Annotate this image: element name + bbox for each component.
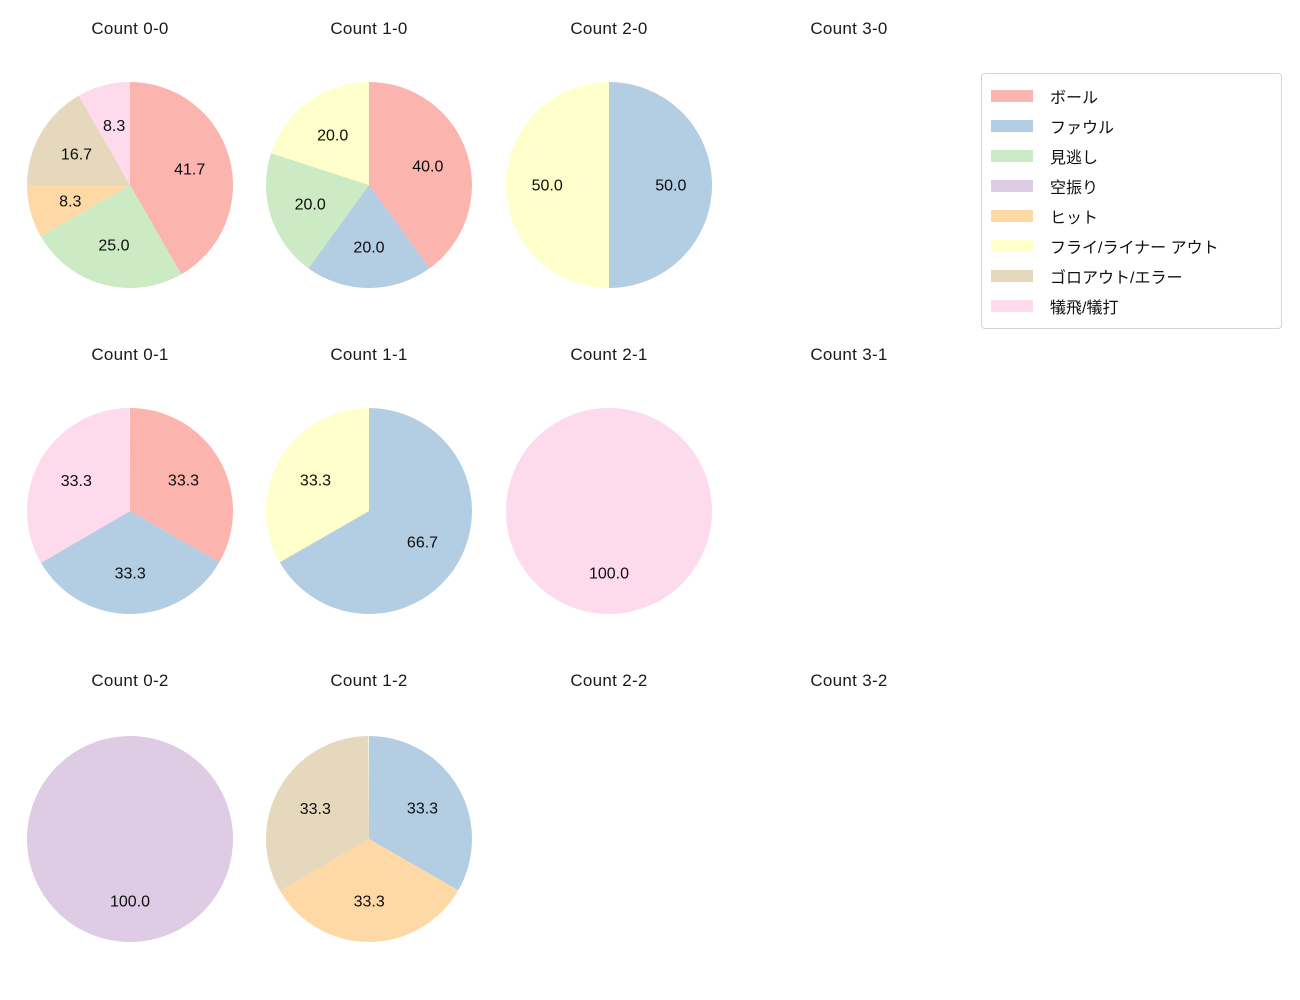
legend-label: ファウル bbox=[1050, 120, 1115, 137]
legend-item-1: ファウル bbox=[991, 111, 1269, 141]
pie-slice-count-0-1-2 bbox=[27, 408, 131, 563]
chart-title-count-1-1: Count 1-1 bbox=[330, 345, 408, 364]
pie-slice-count-1-2-0 bbox=[369, 736, 472, 891]
pie-slice-percent-label: 33.3 bbox=[354, 893, 385, 910]
pie-slice-count-1-0-2 bbox=[266, 153, 369, 269]
legend-swatch-icon bbox=[991, 150, 1033, 162]
legend-swatch-icon bbox=[991, 180, 1033, 192]
pie-slice-count-0-0-4 bbox=[78, 82, 130, 185]
chart-title-count-3-1: Count 3-1 bbox=[810, 345, 888, 364]
legend-item-5: フライ/ライナー アウト bbox=[991, 231, 1269, 261]
pie-count-1-1: 66.7 33.3 bbox=[266, 408, 472, 614]
pie-slice-percent-label: 33.3 bbox=[61, 473, 92, 490]
chart-title-count-2-1: Count 2-1 bbox=[570, 345, 648, 364]
pie-slice-count-1-1-0 bbox=[279, 408, 472, 614]
pie-slice-percent-label: 33.3 bbox=[168, 473, 199, 490]
legend-item-0: ボール bbox=[991, 81, 1269, 111]
pie-slice-percent-label: 33.3 bbox=[407, 801, 438, 818]
legend-swatch-icon bbox=[991, 120, 1033, 132]
pie-slice-count-0-0-2 bbox=[27, 185, 130, 237]
legend-swatch-icon bbox=[991, 90, 1033, 102]
pie-slice-count-0-1-0 bbox=[130, 408, 233, 563]
legend-swatch-icon bbox=[991, 210, 1033, 222]
pie-slice-count-0-0-0 bbox=[130, 82, 233, 275]
pie-slice-count-1-2-1 bbox=[280, 839, 459, 942]
pie-slice-count-1-2-2 bbox=[266, 736, 369, 891]
pie-slice-percent-label: 41.7 bbox=[174, 162, 205, 179]
pie-slice-percent-label: 20.0 bbox=[295, 197, 326, 214]
chart-title-count-0-2: Count 0-2 bbox=[91, 671, 169, 690]
pie-slice-percent-label: 8.3 bbox=[59, 194, 81, 211]
pie-slice-count-1-0-1 bbox=[308, 185, 430, 288]
chart-title-count-2-2: Count 2-2 bbox=[570, 671, 648, 690]
pie-count-2-0: 50.0 50.0 bbox=[506, 82, 712, 288]
pie-count-1-0: 40.0 20.0 20.0 20.0 bbox=[266, 82, 472, 288]
chart-title-count-1-2: Count 1-2 bbox=[330, 671, 408, 690]
pie-slice-percent-label: 40.0 bbox=[412, 159, 443, 176]
pie-slice-count-2-1-0 bbox=[506, 408, 712, 614]
pie-count-0-2: 100.0 bbox=[27, 736, 233, 942]
pie-slice-percent-label: 25.0 bbox=[98, 237, 129, 254]
pie-slice-count-0-0-3 bbox=[27, 95, 130, 185]
legend-label: 空振り bbox=[1050, 180, 1099, 197]
legend-label: フライ/ライナー アウト bbox=[1050, 240, 1219, 257]
pie-slice-percent-label: 50.0 bbox=[655, 178, 686, 195]
pie-slice-percent-label: 20.0 bbox=[317, 128, 348, 145]
pie-slice-count-0-0-1 bbox=[40, 185, 182, 288]
pie-count-0-1: 33.3 33.3 33.3 bbox=[27, 408, 233, 614]
pie-slice-percent-label: 33.3 bbox=[115, 565, 146, 582]
chart-title-count-2-0: Count 2-0 bbox=[570, 19, 648, 38]
chart-title-count-0-1: Count 0-1 bbox=[91, 345, 169, 364]
legend-label: ゴロアウト/エラー bbox=[1050, 270, 1183, 287]
legend-item-4: ヒット bbox=[991, 201, 1269, 231]
pie-count-0-0: 41.7 25.0 8.3 16.7 8.3 bbox=[27, 82, 233, 288]
pie-slice-count-0-1-1 bbox=[41, 511, 220, 614]
chart-title-count-0-0: Count 0-0 bbox=[91, 19, 169, 38]
pie-slice-percent-label: 20.0 bbox=[353, 239, 384, 256]
pie-slice-count-1-1-1 bbox=[266, 408, 369, 563]
pie-slice-count-2-0-1 bbox=[506, 82, 609, 288]
pie-slice-percent-label: 100.0 bbox=[110, 893, 150, 910]
pie-slice-percent-label: 66.7 bbox=[407, 535, 438, 552]
legend-item-7: 犠飛/犠打 bbox=[991, 291, 1269, 321]
pie-slice-percent-label: 16.7 bbox=[61, 147, 92, 164]
pie-slice-count-2-0-0 bbox=[609, 82, 712, 288]
legend-label: ヒット bbox=[1050, 210, 1099, 227]
pie-slice-percent-label: 8.3 bbox=[103, 118, 125, 135]
legend-swatch-icon bbox=[991, 270, 1033, 282]
chart-title-count-3-0: Count 3-0 bbox=[810, 19, 888, 38]
chart-title-count-3-2: Count 3-2 bbox=[810, 671, 888, 690]
pie-slice-percent-label: 100.0 bbox=[589, 565, 629, 582]
legend-item-3: 空振り bbox=[991, 171, 1269, 201]
pie-slice-count-0-2-0 bbox=[27, 736, 233, 942]
pie-slice-count-1-0-0 bbox=[369, 82, 472, 269]
legend-swatch-icon bbox=[991, 240, 1033, 252]
pie-slice-percent-label: 33.3 bbox=[300, 801, 331, 818]
legend-item-6: ゴロアウト/エラー bbox=[991, 261, 1269, 291]
pie-slice-percent-label: 50.0 bbox=[532, 178, 563, 195]
legend-label: 犠飛/犠打 bbox=[1050, 300, 1119, 317]
pie-slice-percent-label: 33.3 bbox=[300, 473, 331, 490]
pie-count-2-1: 100.0 bbox=[506, 408, 712, 614]
legend-label: ボール bbox=[1050, 90, 1099, 107]
pie-count-1-2: 33.3 33.3 33.3 bbox=[266, 736, 472, 942]
legend-item-2: 見逃し bbox=[991, 141, 1269, 171]
legend: ボールファウル見逃し空振りヒットフライ/ライナー アウト ゴロアウト/エラー 犠飛/… bbox=[981, 73, 1282, 329]
pie-slice-count-1-0-3 bbox=[271, 82, 369, 185]
chart-title-count-1-0: Count 1-0 bbox=[330, 19, 408, 38]
legend-swatch-icon bbox=[991, 300, 1033, 312]
legend-label: 見逃し bbox=[1050, 150, 1099, 167]
